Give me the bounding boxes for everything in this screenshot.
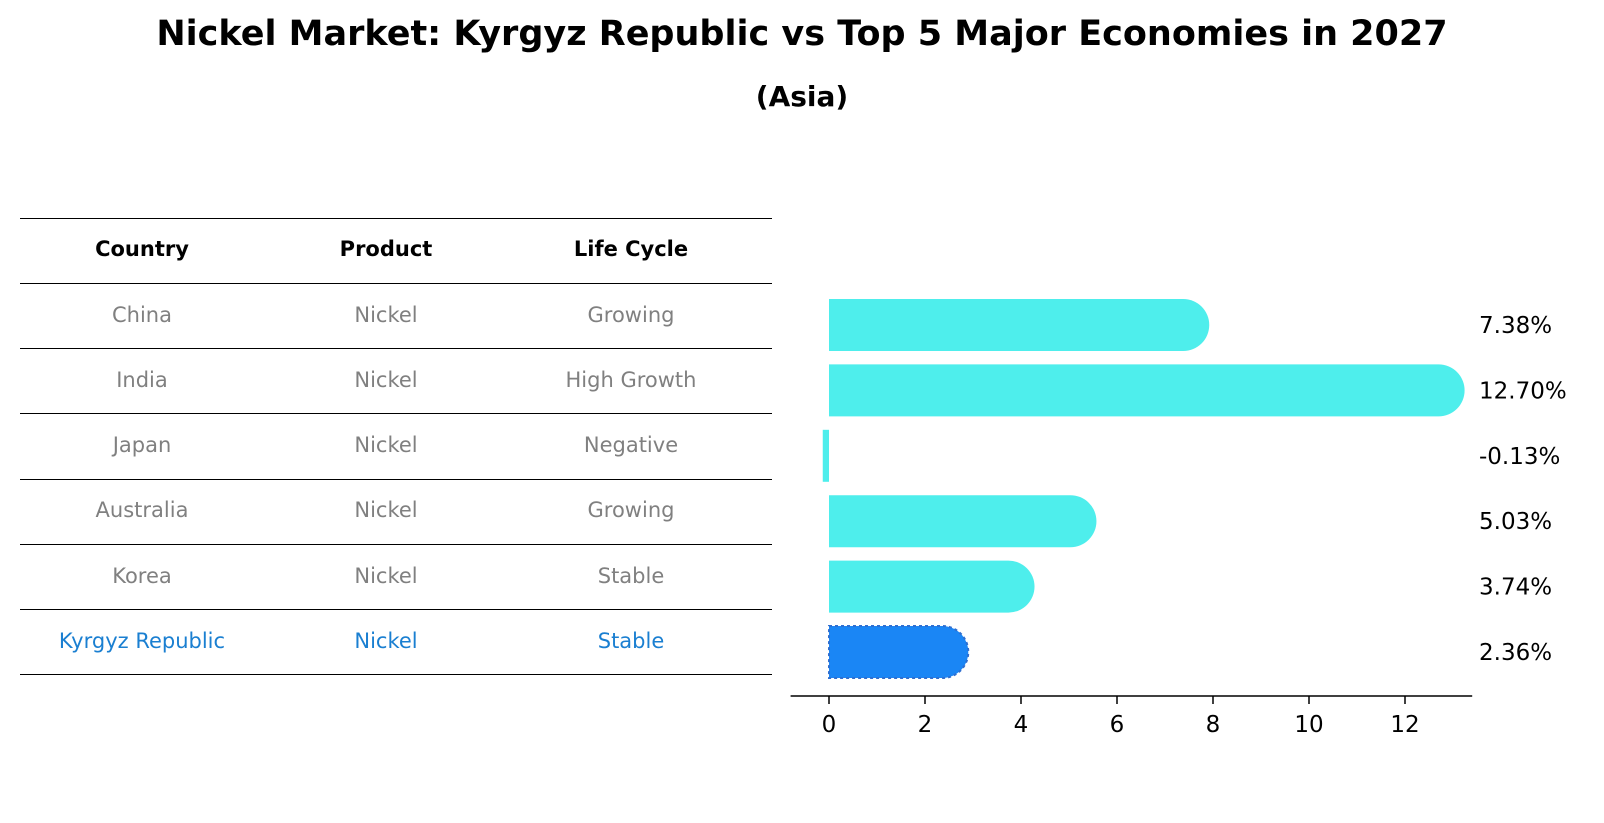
data-label-kyrgyz-republic: 2.36% <box>1479 640 1552 666</box>
header-country: Country <box>95 237 189 261</box>
row-life-cycle: Negative <box>583 433 679 457</box>
row-product: Nickel <box>354 629 418 653</box>
chart-subtitle: (Asia) <box>755 80 849 113</box>
x-tick-label: 0 <box>822 712 837 738</box>
x-tick-label: 6 <box>1110 712 1125 738</box>
table-rule <box>20 479 772 480</box>
row-country: Kyrgyz Republic <box>58 629 226 653</box>
row-country: India <box>116 368 168 392</box>
row-life-cycle: High Growth <box>565 368 697 392</box>
bar-china <box>829 299 1210 351</box>
bar-japan <box>822 429 829 482</box>
data-label-india: 12.70% <box>1479 378 1567 404</box>
data-label-china: 7.38% <box>1479 313 1552 339</box>
x-tick-label: 4 <box>1014 712 1029 738</box>
row-life-cycle: Growing <box>587 498 675 522</box>
data-label-japan: -0.13% <box>1479 444 1560 470</box>
bar-australia <box>829 495 1097 548</box>
bar-kyrgyz-republic <box>828 625 970 679</box>
bar-korea <box>829 560 1035 613</box>
x-tick-label: 2 <box>918 712 933 738</box>
data-label-korea: 3.74% <box>1479 575 1552 601</box>
row-country: Australia <box>95 498 189 522</box>
table-rule <box>20 544 772 545</box>
row-product: Nickel <box>354 368 418 392</box>
header-life-cycle: Life Cycle <box>573 237 689 261</box>
data-label-australia: 5.03% <box>1479 509 1552 535</box>
table-rule <box>20 283 772 284</box>
row-life-cycle: Stable <box>597 629 665 653</box>
chart-title: Nickel Market: Kyrgyz Republic vs Top 5 … <box>156 14 1448 54</box>
x-tick-label: 12 <box>1390 712 1419 738</box>
row-life-cycle: Growing <box>587 303 675 327</box>
table-rule <box>20 609 772 610</box>
x-tick-label: 8 <box>1206 712 1221 738</box>
table-rule <box>20 348 772 349</box>
row-product: Nickel <box>354 303 418 327</box>
bar-india <box>829 364 1465 417</box>
row-product: Nickel <box>354 433 418 457</box>
header-product: Product <box>339 237 433 261</box>
row-country: China <box>112 303 172 327</box>
row-life-cycle: Stable <box>597 564 665 588</box>
row-country: Korea <box>112 564 172 588</box>
row-product: Nickel <box>354 498 418 522</box>
table-rule <box>20 674 772 675</box>
x-tick-label: 10 <box>1294 712 1323 738</box>
row-country: Japan <box>112 433 172 457</box>
table-rule <box>20 218 772 219</box>
table-rule <box>20 413 772 414</box>
row-product: Nickel <box>354 564 418 588</box>
